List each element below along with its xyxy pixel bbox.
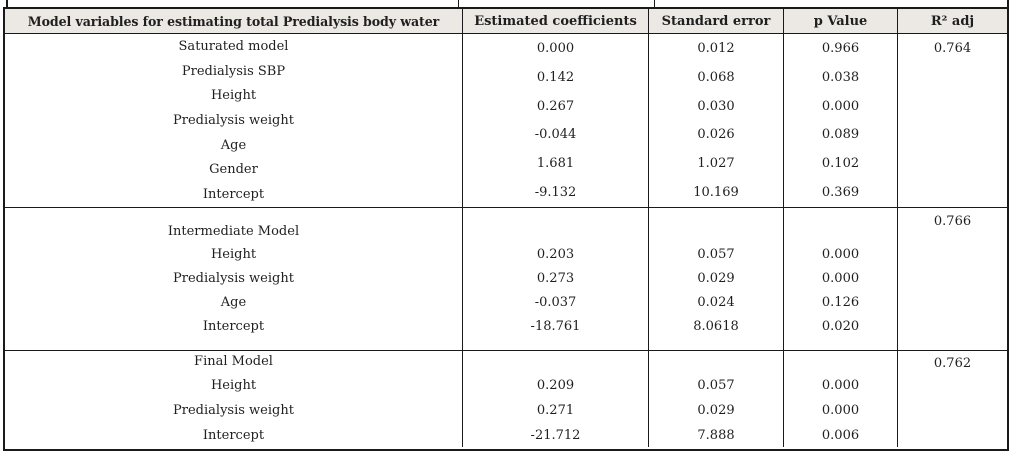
std-errors-cell: 0.057 0.029 0.024 8.0618 [648,208,783,350]
p-value: 0.000 [821,378,860,394]
row-label: Intercept [202,318,265,334]
cropped-row-above [0,0,1014,7]
coefficient-value: 0.267 [536,98,575,114]
row-label: Intercept [202,427,265,443]
row-label: Intermediate Model [167,223,300,239]
std-error-value: 0.026 [697,127,735,143]
r2-adj-value: 0.764 [933,41,972,56]
saturated-model-section: Saturated model Predialysis SBP Height Pred… [5,34,1007,208]
p-value: 0.020 [821,318,860,334]
variable-labels-cell: Final Model Height Predialysis weight Inter… [5,351,462,447]
p-value: 0.000 [821,247,860,263]
p-value: 0.000 [821,271,860,287]
r2-adj-value: 0.762 [933,356,972,371]
std-error-value: 0.068 [697,69,735,85]
std-error-value: 0.057 [697,378,735,394]
std-error-value: 10.169 [693,185,739,201]
row-label: Predialysis weight [173,271,294,287]
std-error-value: 1.027 [697,156,735,172]
std-error-value: 7.888 [697,427,735,443]
coefficient-value: 0.271 [536,403,575,418]
r2-adj-cell: 0.766 [897,208,1007,350]
coefficient-value: 1.681 [536,156,575,172]
variable-labels-cell: Intermediate Model Height Predialysis weig… [5,208,462,350]
std-error-value: 0.029 [697,403,735,418]
table-border-fragment [458,0,459,7]
coefficient-value: 0.273 [536,271,575,287]
final-model-section: Final Model Height Predialysis weight Inter… [5,351,1007,447]
std-error-value: 0.030 [697,98,735,114]
header-standard-error: Standard error [648,9,783,33]
regression-models-table: Model variables for estimating total Pre… [3,7,1009,451]
row-label: Age [220,294,247,310]
coefficient-value: -9.132 [534,185,577,201]
p-values-cell: 0.966 0.038 0.000 0.089 0.102 0.369 [783,34,897,207]
std-error-value: 8.0618 [693,318,739,334]
coefficients-cell: 0.209 0.271 -21.712 [462,351,648,447]
table-header-row: Model variables for estimating total Pre… [5,9,1007,34]
header-model-variables: Model variables for estimating total Pre… [27,13,440,29]
row-label: Saturated model [178,38,289,54]
row-label: Predialysis weight [173,112,294,128]
r2-adj-cell: 0.764 [897,34,1007,207]
table-border-fragment [654,0,655,7]
coefficient-value: -0.044 [534,127,577,143]
coefficients-cell: 0.203 0.273 -0.037 -18.761 [462,208,648,350]
coefficient-value: 0.203 [536,247,575,263]
std-error-value: 0.024 [697,294,735,310]
header-p-value: p Value [783,9,897,33]
std-errors-cell: 0.057 0.029 7.888 [648,351,783,447]
std-error-value: 0.012 [697,40,735,56]
p-value: 0.102 [821,156,860,172]
row-label: Height [210,378,257,394]
p-value: 0.006 [821,427,860,443]
p-value: 0.038 [821,69,860,85]
coefficient-value: 0.142 [536,69,575,85]
coefficient-value: 0.000 [536,40,575,56]
row-label: Predialysis SBP [181,63,286,79]
coefficients-cell: 0.000 0.142 0.267 -0.044 1.681 -9.132 [462,34,648,207]
row-label: Intercept [202,187,265,203]
coefficient-value: -18.761 [530,318,581,334]
std-error-value: 0.057 [697,247,735,263]
r2-adj-cell: 0.762 [897,351,1007,447]
p-value: 0.000 [821,98,860,114]
r2-adj-value: 0.766 [933,214,972,229]
p-value: 0.000 [821,403,860,418]
p-values-cell: 0.000 0.000 0.126 0.020 [783,208,897,350]
p-value: 0.369 [821,185,860,201]
table-border-fragment [1007,0,1009,7]
row-label: Final Model [194,353,273,369]
row-label: Height [210,88,257,104]
coefficient-value: -21.712 [530,427,581,443]
header-r2-adj: R² adj [897,9,1007,33]
variable-labels-cell: Saturated model Predialysis SBP Height Pred… [5,34,462,207]
coefficient-value: -0.037 [534,294,577,310]
p-value: 0.089 [821,127,860,143]
p-values-cell: 0.000 0.000 0.006 [783,351,897,447]
row-label: Predialysis weight [173,403,294,418]
row-label: Height [210,247,257,263]
intermediate-model-section: Intermediate Model Height Predialysis weig… [5,208,1007,351]
table-border-fragment [6,0,8,7]
row-label: Age [220,137,247,153]
coefficient-value: 0.209 [536,378,575,394]
p-value: 0.126 [821,294,860,310]
std-errors-cell: 0.012 0.068 0.030 0.026 1.027 10.169 [648,34,783,207]
std-error-value: 0.029 [697,271,735,287]
row-label: Gender [209,162,258,178]
header-estimated-coefficients: Estimated coefficients [462,9,648,33]
p-value: 0.966 [821,40,860,56]
